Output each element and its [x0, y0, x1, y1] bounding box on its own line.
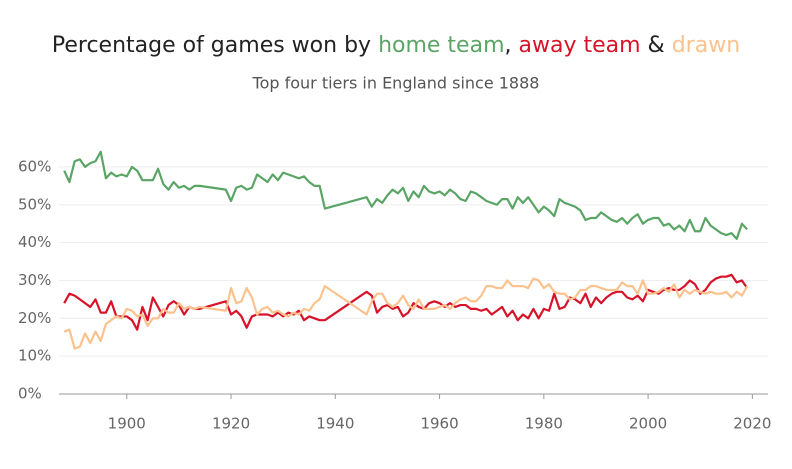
x-tick-label: 1960 — [420, 415, 458, 433]
x-tick-label: 2000 — [629, 415, 667, 433]
y-tick-label: 60% — [18, 157, 51, 175]
y-tick-label: 50% — [18, 195, 51, 213]
title-part: drawn — [672, 33, 740, 58]
title-part: Percentage of games won by — [52, 33, 371, 58]
series-line — [63, 273, 749, 331]
y-tick-label: 30% — [18, 271, 51, 289]
title-part: & — [648, 33, 665, 58]
title-part: away team — [519, 33, 641, 58]
series-line — [63, 150, 748, 240]
x-tick-label: 1980 — [525, 415, 563, 433]
y-tick-label: 40% — [18, 233, 51, 251]
x-tick-label: 1920 — [212, 415, 250, 433]
series-line — [63, 277, 749, 350]
y-tick-label: 20% — [18, 309, 51, 327]
chart-subtitle: Top four tiers in England since 1888 — [252, 74, 540, 93]
title-part: home team — [378, 33, 504, 58]
y-tick-label: 0% — [18, 385, 42, 403]
title-part: , — [505, 33, 512, 58]
x-tick-label: 1940 — [316, 415, 354, 433]
y-tick-label: 10% — [18, 347, 51, 365]
chart-title: Percentage of games won by home team, aw… — [52, 33, 740, 58]
x-tick-label: 1900 — [108, 415, 146, 433]
x-tick-label: 2020 — [733, 415, 771, 433]
